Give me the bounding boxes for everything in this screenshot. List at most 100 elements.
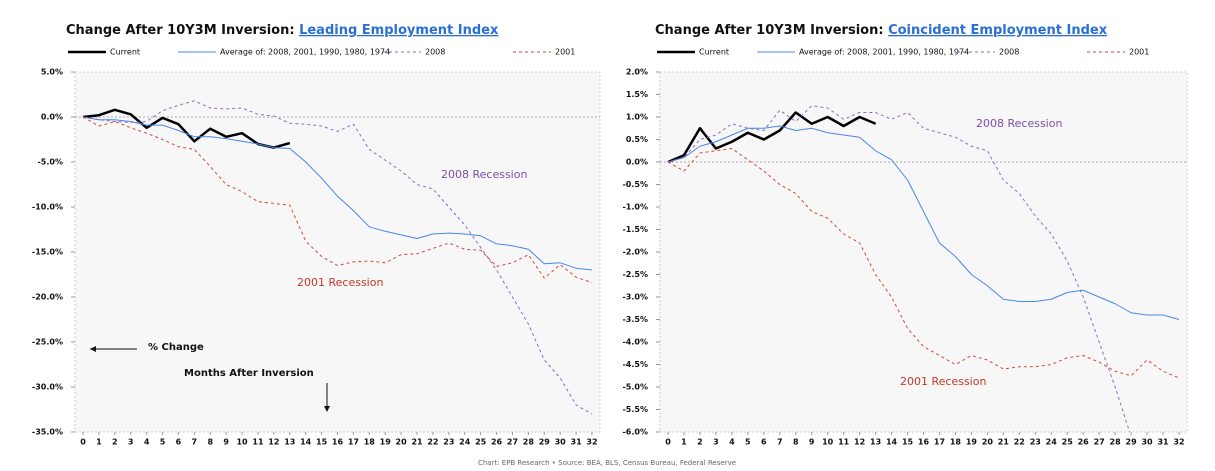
- y-tick-label: -1.5%: [622, 225, 648, 234]
- x-tick-label: 3: [128, 438, 134, 447]
- x-tick-label: 3: [713, 438, 719, 447]
- x-tick-label: 8: [207, 438, 213, 447]
- chart-title: Change After 10Y3M Inversion: Leading Em…: [66, 23, 499, 38]
- annotation: Months After Inversion: [184, 368, 314, 379]
- series-line: [667, 111, 877, 164]
- x-tick-label: 2: [112, 438, 118, 447]
- legend-label: Current: [699, 48, 729, 57]
- y-tick-label: 1.5%: [626, 90, 648, 99]
- series-group: [667, 105, 1180, 432]
- annotation: 2001 Recession: [900, 375, 986, 388]
- x-tick-label: 14: [300, 438, 312, 447]
- y-tick-label: -10.0%: [32, 203, 63, 212]
- x-tick-label: 7: [192, 438, 198, 447]
- x-tick-label: 4: [729, 438, 735, 447]
- x-tick-label: 20: [982, 438, 994, 447]
- x-tick-label: 25: [475, 438, 487, 447]
- x-tick-label: 9: [223, 438, 229, 447]
- y-tick-label: -2.0%: [622, 248, 648, 257]
- y-tick-label: -30.0%: [32, 383, 63, 392]
- x-tick-label: 13: [284, 438, 295, 447]
- x-tick-label: 11: [838, 438, 850, 447]
- x-tick-label: 8: [793, 438, 799, 447]
- x-tick-label: 30: [1141, 438, 1153, 447]
- x-tick-label: 15: [316, 438, 328, 447]
- x-tick-label: 16: [918, 438, 930, 447]
- chart-title: Change After 10Y3M Inversion: Coincident…: [655, 23, 1108, 38]
- y-tick-label: 1.0%: [626, 113, 648, 122]
- x-tick-label: 17: [348, 438, 359, 447]
- x-tick-label: 14: [886, 438, 898, 447]
- x-tick-label: 21: [998, 438, 1010, 447]
- y-tick-label: -35.0%: [32, 428, 63, 437]
- x-tick-label: 5: [745, 438, 751, 447]
- y-tick-label: -5.0%: [37, 158, 63, 167]
- x-tick-label: 6: [761, 438, 767, 447]
- y-tick-label: -6.0%: [622, 428, 648, 437]
- y-tick-label: -3.0%: [622, 293, 648, 302]
- x-tick-label: 29: [539, 438, 551, 447]
- x-tick-label: 26: [491, 438, 503, 447]
- series-line: [82, 116, 593, 271]
- x-tick-label: 12: [268, 438, 279, 447]
- legend-label: 2008: [425, 48, 445, 57]
- x-tick-label: 19: [966, 438, 978, 447]
- x-tick-label: 32: [586, 438, 597, 447]
- series-line: [667, 125, 1180, 320]
- x-tick-label: 12: [854, 438, 865, 447]
- x-tick-label: 13: [870, 438, 881, 447]
- y-tick-label: -20.0%: [32, 293, 63, 302]
- x-tick-label: 27: [507, 438, 518, 447]
- y-tick-label: -1.0%: [622, 203, 648, 212]
- y-tick-label: -5.0%: [622, 383, 648, 392]
- series-group: [82, 100, 593, 415]
- x-tick-label: 11: [252, 438, 264, 447]
- x-tick-label: 19: [380, 438, 392, 447]
- x-tick-label: 4: [144, 438, 150, 447]
- y-tick-label: -4.0%: [622, 338, 648, 347]
- x-tick-label: 0: [80, 438, 86, 447]
- series-line: [82, 116, 593, 284]
- legend-label: 2008: [999, 48, 1019, 57]
- x-tick-label: 6: [176, 438, 182, 447]
- plot-area: [74, 71, 601, 433]
- x-tick-label: 10: [822, 438, 834, 447]
- arrow-head: [324, 406, 330, 412]
- y-tick-label: -2.5%: [622, 270, 648, 279]
- annotation: % Change: [148, 342, 204, 353]
- x-tick-label: 26: [1078, 438, 1090, 447]
- x-tick-label: 18: [364, 438, 376, 447]
- x-tick-label: 23: [443, 438, 454, 447]
- y-tick-label: 0.5%: [626, 135, 648, 144]
- legend-label: 2001: [1129, 48, 1149, 57]
- x-tick-label: 18: [950, 438, 962, 447]
- x-tick-label: 17: [934, 438, 945, 447]
- series-line: [667, 105, 1131, 432]
- y-tick-label: -15.0%: [32, 248, 63, 257]
- x-tick-label: 28: [1110, 438, 1122, 447]
- arrow-head: [90, 346, 96, 352]
- y-tick-label: -5.5%: [622, 405, 648, 414]
- y-tick-label: 0.0%: [41, 113, 63, 122]
- x-tick-label: 21: [411, 438, 423, 447]
- x-tick-label: 7: [777, 438, 783, 447]
- x-tick-label: 24: [459, 438, 471, 447]
- y-tick-label: 5.0%: [41, 68, 63, 77]
- series-line: [82, 100, 593, 415]
- x-tick-label: 23: [1030, 438, 1041, 447]
- x-tick-label: 2: [697, 438, 703, 447]
- x-tick-label: 5: [160, 438, 166, 447]
- legend-label: Average of: 2008, 2001, 1990, 1980, 1974: [220, 48, 390, 57]
- x-tick-label: 22: [427, 438, 438, 447]
- y-tick-label: -4.5%: [622, 360, 648, 369]
- annotation: 2008 Recession: [976, 117, 1062, 130]
- x-tick-label: 0: [665, 438, 671, 447]
- x-tick-label: 29: [1126, 438, 1138, 447]
- x-tick-label: 24: [1046, 438, 1058, 447]
- series-line: [667, 148, 1180, 379]
- legend-label: Current: [110, 48, 140, 57]
- x-tick-label: 1: [96, 438, 102, 447]
- x-tick-label: 30: [555, 438, 567, 447]
- x-tick-label: 15: [902, 438, 914, 447]
